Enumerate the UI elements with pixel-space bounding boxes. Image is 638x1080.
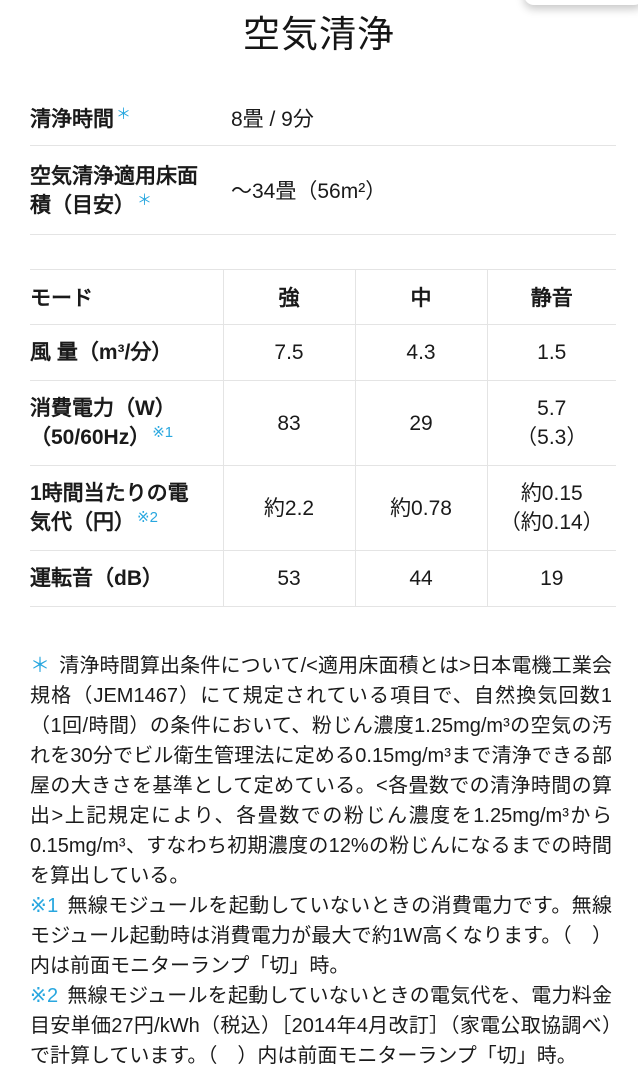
mode-spec-table: モード 強 中 静音 風 量（m³/分） 7.5 4.3 1.5 消費電力（W）… bbox=[30, 269, 616, 607]
spec-header-row: モード 強 中 静音 bbox=[30, 269, 616, 325]
cell-noise-strong: 53 bbox=[222, 550, 355, 607]
page-title: 空気清浄 bbox=[243, 14, 395, 55]
row-label-airflow: 風 量（m³/分） bbox=[30, 341, 173, 364]
label-line1: 空気清浄適用床面 bbox=[30, 165, 198, 188]
label-line1: 1時間当たりの電 bbox=[30, 482, 189, 505]
header-cell-mode: モード bbox=[30, 287, 93, 310]
row-label-operating-noise: 運転音（dB） bbox=[30, 567, 163, 590]
table-row-power-consumption: 消費電力（W） （50/60Hz） ※1 83 29 5.7 （5.3） bbox=[30, 380, 616, 466]
header-cell-quiet: 静音 bbox=[486, 269, 616, 325]
footnote-note1: ※1 無線モジュールを起動していないときの消費電力です。無線モジュール起動時は消費… bbox=[30, 891, 612, 981]
cell-power-strong: 83 bbox=[222, 380, 355, 466]
value-main: 5.7 bbox=[537, 397, 567, 420]
cell-airflow-medium: 4.3 bbox=[354, 324, 487, 381]
header-cell-medium: 中 bbox=[354, 269, 487, 325]
cell-power-medium: 29 bbox=[354, 380, 487, 466]
row-label-power-consumption: 消費電力（W） （50/60Hz） ※1 bbox=[30, 381, 223, 466]
value-paren: （5.3） bbox=[516, 426, 588, 449]
footnote-note2: ※2 無線モジュールを起動していないときの電気代を、電力料金目安単価27円/kWh… bbox=[30, 981, 612, 1071]
label-line2: 気代（円） ※2 bbox=[30, 509, 158, 534]
row-label-cleaning-time: 清浄時間＊ bbox=[30, 105, 223, 134]
footnote-text: 清浄時間算出条件について/<適用床面積とは>日本電機工業会規格（JEM1467）… bbox=[30, 655, 612, 887]
cell-noise-medium: 44 bbox=[354, 550, 487, 607]
cell-cost-strong: 約2.2 bbox=[222, 465, 355, 551]
value-main: 約0.15 bbox=[520, 482, 583, 505]
table-row-operating-noise: 運転音（dB） 53 44 19 bbox=[30, 550, 616, 607]
header-cell-strong: 強 bbox=[222, 269, 355, 325]
note2-marker: ※2 bbox=[137, 509, 158, 526]
footnote-text: 無線モジュールを起動していないときの消費電力です。無線モジュール起動時は消費電力… bbox=[30, 895, 613, 977]
cell-noise-quiet: 19 bbox=[486, 550, 616, 607]
row-label-applicable-floor-area: 空気清浄適用床面 積（目安）＊ bbox=[30, 162, 223, 220]
footnote-text: 無線モジュールを起動していないときの電気代を、電力料金目安単価27円/kWh（税… bbox=[30, 985, 612, 1067]
asterisk-marker-icon: ＊ bbox=[30, 655, 51, 677]
table-row-cleaning-time: 清浄時間＊ 8畳 / 9分 bbox=[30, 99, 616, 146]
table-row-applicable-floor-area: 空気清浄適用床面 積（目安）＊ ～34畳（56m²） bbox=[30, 146, 616, 235]
label-line2: 積（目安）＊ bbox=[30, 192, 153, 217]
cell-cost-quiet: 約0.15 （約0.14） bbox=[486, 465, 616, 551]
spec-content: 清浄時間＊ 8畳 / 9分 空気清浄適用床面 積（目安）＊ ～34畳（56m²）… bbox=[30, 99, 616, 607]
asterisk-marker-icon: ＊ bbox=[116, 106, 132, 123]
cell-power-quiet: 5.7 （5.3） bbox=[486, 380, 616, 466]
label-line2: （50/60Hz） ※1 bbox=[30, 424, 174, 449]
cell-airflow-strong: 7.5 bbox=[222, 324, 355, 381]
row-label-electricity-cost: 1時間当たりの電 気代（円） ※2 bbox=[30, 466, 223, 551]
note1-marker: ※1 bbox=[152, 424, 174, 441]
offscreen-floating-card-shadow bbox=[524, 0, 638, 5]
value-cleaning-time: 8畳 / 9分 bbox=[231, 108, 314, 131]
value-paren: （約0.14） bbox=[499, 511, 604, 534]
label-line1: 消費電力（W） bbox=[30, 397, 176, 420]
cell-cost-medium: 約0.78 bbox=[354, 465, 487, 551]
note1-marker: ※1 bbox=[30, 895, 59, 917]
table-row-electricity-cost: 1時間当たりの電 気代（円） ※2 約2.2 約0.78 約0.15 （約0.14… bbox=[30, 465, 616, 551]
footnotes: ＊清浄時間算出条件について/<適用床面積とは>日本電機工業会規格（JEM1467… bbox=[30, 651, 612, 1071]
asterisk-marker-icon: ＊ bbox=[137, 192, 153, 209]
cell-airflow-quiet: 1.5 bbox=[486, 324, 616, 381]
value-applicable-floor-area: ～34畳（56m²） bbox=[231, 179, 387, 203]
table-row-airflow: 風 量（m³/分） 7.5 4.3 1.5 bbox=[30, 324, 616, 381]
info-table: 清浄時間＊ 8畳 / 9分 空気清浄適用床面 積（目安）＊ ～34畳（56m²） bbox=[30, 99, 616, 235]
note2-marker: ※2 bbox=[30, 985, 59, 1007]
footnote-asterisk: ＊清浄時間算出条件について/<適用床面積とは>日本電機工業会規格（JEM1467… bbox=[30, 651, 612, 891]
label-text: 清浄時間 bbox=[30, 108, 114, 131]
